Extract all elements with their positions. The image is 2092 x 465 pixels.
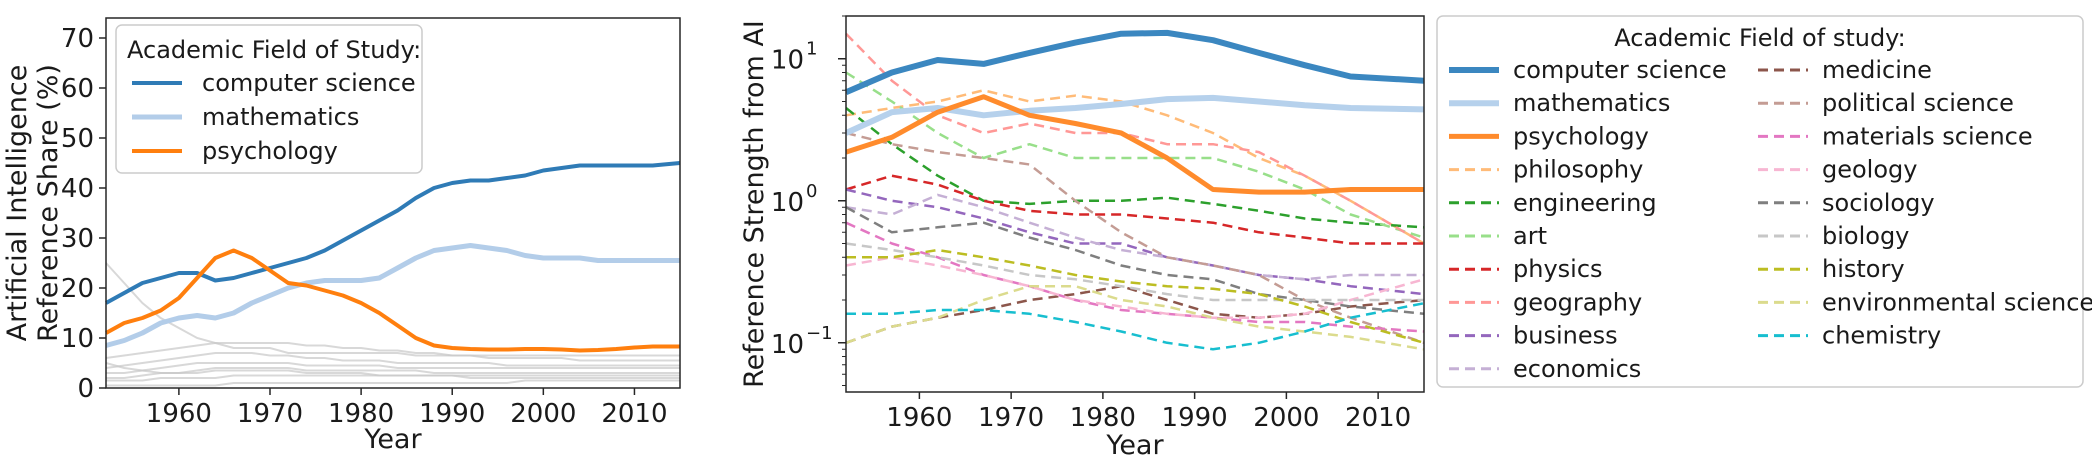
- left-chart-panel: 1960 1970 1980 1990 2000 2010 0 10 20 30 40 50 60 70…: [2, 17, 681, 455]
- right-legend-label-physics: physics: [1513, 255, 1603, 283]
- left-y-tick-label: 10: [61, 324, 94, 354]
- right-legend-label-economics: economics: [1513, 355, 1641, 383]
- right-legend-label-chemistry: chemistry: [1822, 322, 1941, 350]
- left-y-tick-label: 70: [61, 24, 94, 54]
- left-background-series-line: [105, 352, 680, 369]
- right-legend-title: Academic Field of study:: [1614, 24, 1905, 52]
- left-series-line-psychology: [105, 248, 680, 353]
- left-y-axis-title-line-1: Artificial Intelligence: [2, 65, 33, 342]
- right-series-line-history: [846, 248, 1425, 345]
- right-series-line-engineering: [845, 107, 1425, 229]
- right-series-line-political-science: [845, 131, 1425, 344]
- right-legend-label-engineering: engineering: [1513, 189, 1657, 217]
- left-y-axis-title-line-2: Reference Share (%): [33, 64, 64, 342]
- right-y-tick-exponent: 1: [806, 39, 817, 60]
- left-x-tick-label: 1990: [419, 399, 485, 429]
- right-legend-label-geography: geography: [1513, 288, 1642, 316]
- right-x-tick-label: 2000: [1253, 403, 1319, 433]
- right-series-line-geology: [845, 256, 1425, 319]
- right-plot-frame: [845, 15, 1425, 393]
- right-series-line-materials-science: [845, 221, 1425, 333]
- left-y-tick-label: 20: [61, 274, 94, 304]
- left-legend-label-mathematics: mathematics: [202, 103, 359, 131]
- right-legend-label-philosophy: philosophy: [1513, 156, 1643, 184]
- right-legend-label-computer-science: computer science: [1513, 56, 1727, 84]
- right-legend-label-history: history: [1822, 255, 1905, 283]
- right-legend-label-materials-science: materials science: [1822, 122, 2033, 150]
- right-series-line-biology: [845, 242, 1424, 302]
- right-series-line-psychology: [845, 94, 1424, 195]
- left-x-tick-label: 1970: [237, 399, 303, 429]
- left-legend-title: Academic Field of Study:: [127, 36, 421, 64]
- left-x-tick-label: 2010: [601, 399, 667, 429]
- right-legend: Academic Field of study: computer scienc…: [1436, 15, 2092, 388]
- left-x-tick-label: 1960: [146, 399, 212, 429]
- right-series-line-economics: [845, 193, 1424, 281]
- left-x-tick-label: 2000: [510, 399, 576, 429]
- right-series-line-mathematics: [844, 94, 1425, 136]
- left-background-series-line: [106, 379, 680, 387]
- left-legend: Academic Field of Study: computer scienc…: [115, 24, 423, 174]
- left-background-series-line: [105, 262, 680, 357]
- left-plot-frame: [105, 17, 681, 389]
- right-x-tick-label: 1990: [1162, 403, 1228, 433]
- right-legend-label-sociology: sociology: [1822, 189, 1935, 217]
- right-x-tick-label: 1980: [1070, 403, 1136, 433]
- left-background-series-line: [106, 362, 680, 374]
- left-y-tick-label: 40: [61, 174, 94, 204]
- right-y-axis-title: Reference Strength from AI: [739, 20, 770, 388]
- left-series-line-mathematics: [105, 243, 680, 348]
- right-x-axis-title: Year: [1105, 430, 1164, 460]
- left-legend-label-computer-science: computer science: [202, 69, 416, 97]
- left-background-series-line: [105, 362, 680, 379]
- right-legend-label-geology: geology: [1822, 156, 1917, 184]
- right-y-tick-base: 10: [771, 330, 804, 360]
- right-series-line-chemistry: [846, 301, 1425, 351]
- left-y-tick-label: 0: [77, 374, 94, 404]
- right-series-line-physics: [845, 174, 1424, 245]
- right-series-line-sociology: [845, 206, 1425, 316]
- right-y-tick-base: 10: [771, 46, 804, 76]
- right-series-line-art: [845, 71, 1425, 239]
- left-background-series-line: [105, 342, 680, 362]
- right-x-tick-label: 1960: [886, 403, 952, 433]
- left-x-tick-label: 1980: [328, 399, 394, 429]
- right-legend-label-medicine: medicine: [1822, 56, 1932, 84]
- left-y-tick-label: 50: [61, 124, 94, 154]
- right-y-tick-label: 10 −1: [771, 323, 833, 360]
- right-series-line-computer-science: [844, 29, 1425, 96]
- left-legend-box: [115, 24, 423, 174]
- right-y-tick-exponent: −1: [806, 323, 833, 344]
- right-legend-label-political-science: political science: [1822, 89, 2014, 117]
- right-x-tick-label: 1970: [978, 403, 1044, 433]
- right-legend-label-environmental-science: environmental science: [1822, 288, 2092, 316]
- left-legend-label-psychology: psychology: [202, 137, 338, 165]
- right-y-tick-base: 10: [771, 188, 804, 218]
- right-legend-label-mathematics: mathematics: [1513, 89, 1670, 117]
- right-x-tick-label: 2010: [1345, 403, 1411, 433]
- right-y-tick-label: 10 1: [771, 39, 818, 76]
- right-y-tick-label: 10 0: [771, 181, 818, 218]
- right-legend-label-business: business: [1513, 322, 1618, 350]
- right-y-tick-exponent: 0: [806, 181, 817, 202]
- left-y-tick-label: 30: [61, 224, 94, 254]
- left-x-axis-title: Year: [363, 424, 422, 455]
- right-legend-label-biology: biology: [1822, 222, 1909, 250]
- right-legend-label-art: art: [1513, 222, 1547, 250]
- right-legend-label-psychology: psychology: [1513, 122, 1649, 150]
- left-background-series-line: [106, 367, 680, 379]
- left-y-tick-label: 60: [61, 74, 94, 104]
